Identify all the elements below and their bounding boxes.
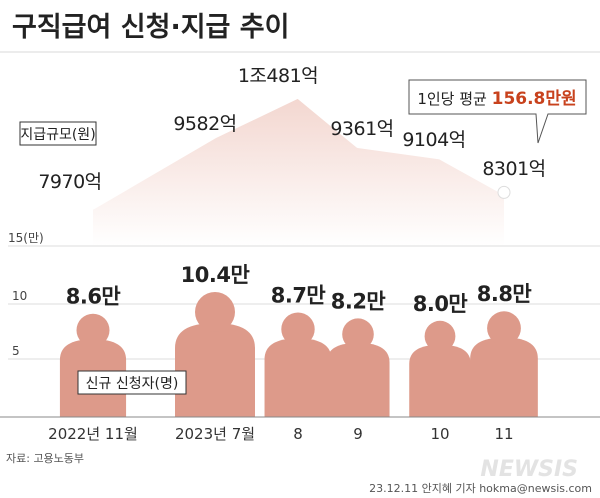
- applicant-head-2: [281, 312, 315, 346]
- applicant-figure-0: 8.6만: [59, 285, 127, 417]
- amount-label-3: 9361억: [330, 118, 393, 140]
- amount-label-4: 9104억: [402, 129, 465, 151]
- applicant-figures: 8.6만 10.4만 8.7만 8.2만 8.0만 8.8만: [59, 263, 538, 417]
- applicant-figure-2: 8.7만: [264, 283, 332, 417]
- applicant-count-5: 8.8만: [477, 282, 532, 306]
- callout-bubble: [408, 79, 587, 144]
- watermark-logo: NEWSIS: [480, 457, 578, 482]
- applicant-figure-3: 8.2만: [326, 289, 390, 417]
- amount-line: [90, 93, 507, 210]
- amount-labels: 7970억 9582억 1조481억 9361억 9104억 8301억: [38, 65, 546, 193]
- applicant-head-0: [76, 313, 110, 347]
- callout-value: 156.8만원: [492, 89, 577, 109]
- amount-label-2: 1조481억: [238, 65, 318, 87]
- applicant-count-4: 8.0만: [413, 292, 468, 316]
- callout-prefix: 1인당 평균: [417, 90, 491, 108]
- applicant-figure-4: 8.0만: [409, 292, 471, 417]
- amount-legend: 지급규모(원): [19, 121, 97, 146]
- x-axis-labels: 2022년 11월 2023년 7월 8 9 10 11: [48, 425, 513, 443]
- applicant-head-1: [195, 292, 235, 332]
- applicant-head-5: [487, 311, 521, 346]
- applicant-figure-1: 10.4만: [175, 263, 255, 417]
- applicant-count-0: 8.6만: [66, 285, 121, 309]
- count-legend: 신규 신청자(명): [77, 370, 187, 395]
- amount-label-0: 7970억: [38, 171, 101, 193]
- x-tick-5: 11: [494, 425, 513, 443]
- count-legend-box: [77, 370, 187, 395]
- amount-label-5: 8301억: [482, 158, 545, 180]
- source-note: 자료: 고용노동부: [6, 452, 84, 465]
- x-tick-0: 2022년 11월: [48, 425, 138, 443]
- applicant-body-5: [470, 337, 538, 417]
- applicant-body-4: [409, 344, 471, 417]
- applicant-count-3: 8.2만: [331, 289, 386, 313]
- chart-title: 구직급여 신청·지급 추이: [12, 12, 289, 43]
- amount-end-dot: [497, 185, 511, 199]
- amount-label-1: 9582억: [173, 113, 236, 135]
- applicant-body-2: [264, 338, 332, 417]
- callout-text: 1인당 평균 156.8만원: [417, 89, 576, 109]
- y-tick-15: 15(만): [8, 231, 44, 245]
- y-tick-5: 5: [12, 344, 20, 358]
- x-tick-2: 8: [293, 425, 303, 443]
- credit-line: 23.12.11 안지혜 기자 hokma@newsis.com: [369, 482, 592, 495]
- applicant-head-4: [424, 320, 456, 352]
- amount-legend-label: 지급규모(원): [20, 127, 95, 143]
- count-legend-label: 신규 신청자(명): [86, 376, 179, 392]
- x-tick-3: 9: [353, 425, 363, 443]
- applicant-head-3: [342, 318, 374, 351]
- applicant-count-2: 8.7만: [271, 283, 326, 307]
- applicant-body-1: [175, 323, 255, 417]
- amount-legend-box: [19, 121, 97, 146]
- x-tick-1: 2023년 7월: [175, 425, 255, 443]
- amount-band: [93, 96, 504, 246]
- y-tick-10: 10: [12, 289, 27, 303]
- x-tick-4: 10: [430, 425, 449, 443]
- callout: 1인당 평균 156.8만원: [408, 79, 587, 144]
- applicant-figure-5: 8.8만: [470, 282, 538, 417]
- applicant-count-1: 10.4만: [181, 263, 250, 287]
- applicant-body-3: [326, 342, 390, 417]
